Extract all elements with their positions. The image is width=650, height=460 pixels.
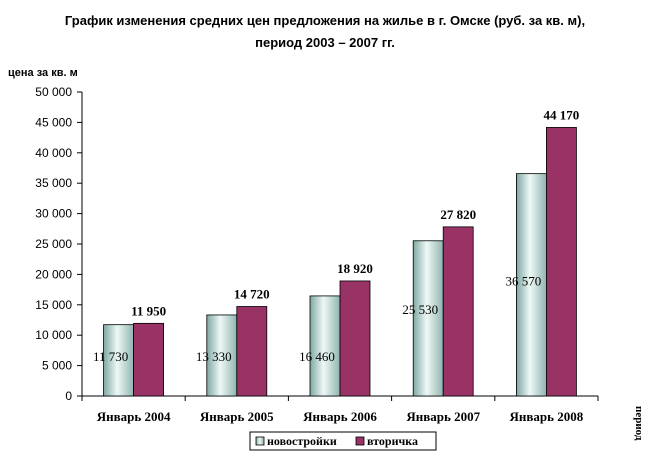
y-tick-label: 10 000	[35, 328, 72, 342]
bar-novostroyki	[516, 173, 547, 397]
bar-novostroyki	[206, 314, 238, 397]
y-tick-label: 50 000	[35, 85, 72, 99]
data-label-vtorichka: 18 920	[337, 261, 373, 276]
data-label-vtorichka: 14 720	[234, 287, 270, 302]
y-tick-label: 15 000	[35, 298, 72, 312]
legend-label-vtorichka: вторичка	[367, 434, 418, 448]
y-tick-label: 0	[65, 389, 72, 403]
x-tick-label: Январь 2008	[510, 409, 584, 424]
x-tick-label: Январь 2007	[406, 409, 480, 424]
bar-vtorichka	[236, 306, 268, 397]
y-tick-label: 5 000	[42, 359, 72, 373]
x-tick-label: Январь 2005	[200, 409, 274, 424]
x-tick-label: Январь 2004	[97, 409, 171, 424]
data-label-novostroyki: 16 460	[299, 349, 335, 364]
y-tick-label: 25 000	[35, 237, 72, 251]
y-axis-label: цена за кв. м	[8, 67, 78, 79]
y-tick-label: 20 000	[35, 267, 72, 281]
bar-vtorichka	[546, 127, 577, 397]
y-tick-label: 40 000	[35, 146, 72, 160]
data-label-vtorichka: 11 950	[131, 303, 166, 318]
data-label-vtorichka: 44 170	[544, 107, 580, 122]
data-label-novostroyki: 36 570	[506, 274, 542, 289]
x-tick-label: Январь 2006	[303, 409, 377, 424]
chart-title: График изменения средних цен предложения…	[0, 10, 650, 54]
data-label-novostroyki: 25 530	[402, 302, 438, 317]
y-tick-label: 35 000	[35, 176, 72, 190]
bar-novostroyki	[309, 295, 341, 397]
y-tick-label: 45 000	[35, 115, 72, 129]
data-label-novostroyki: 13 330	[196, 349, 232, 364]
legend-label-novostroyki: новостройки	[267, 434, 337, 448]
x-axis-label: период	[633, 406, 645, 441]
bar-vtorichka	[339, 280, 371, 397]
bar-vtorichka	[442, 226, 474, 397]
data-label-vtorichka: 27 820	[440, 207, 476, 222]
legend-swatch-vtorichka	[355, 436, 365, 446]
legend-box	[249, 431, 437, 451]
legend: новостройки вторичка	[249, 431, 437, 451]
legend-swatch-novostroyki	[255, 436, 265, 446]
y-tick-label: 30 000	[35, 207, 72, 221]
bar-novostroyki	[412, 240, 444, 397]
bar-novostroyki	[103, 324, 134, 397]
data-label-novostroyki: 11 730	[93, 349, 128, 364]
chart-title-line-2: период 2003 – 2007 гг.	[255, 35, 395, 50]
bar-vtorichka	[133, 322, 165, 397]
chart-title-line-1: График изменения средних цен предложения…	[64, 13, 586, 28]
